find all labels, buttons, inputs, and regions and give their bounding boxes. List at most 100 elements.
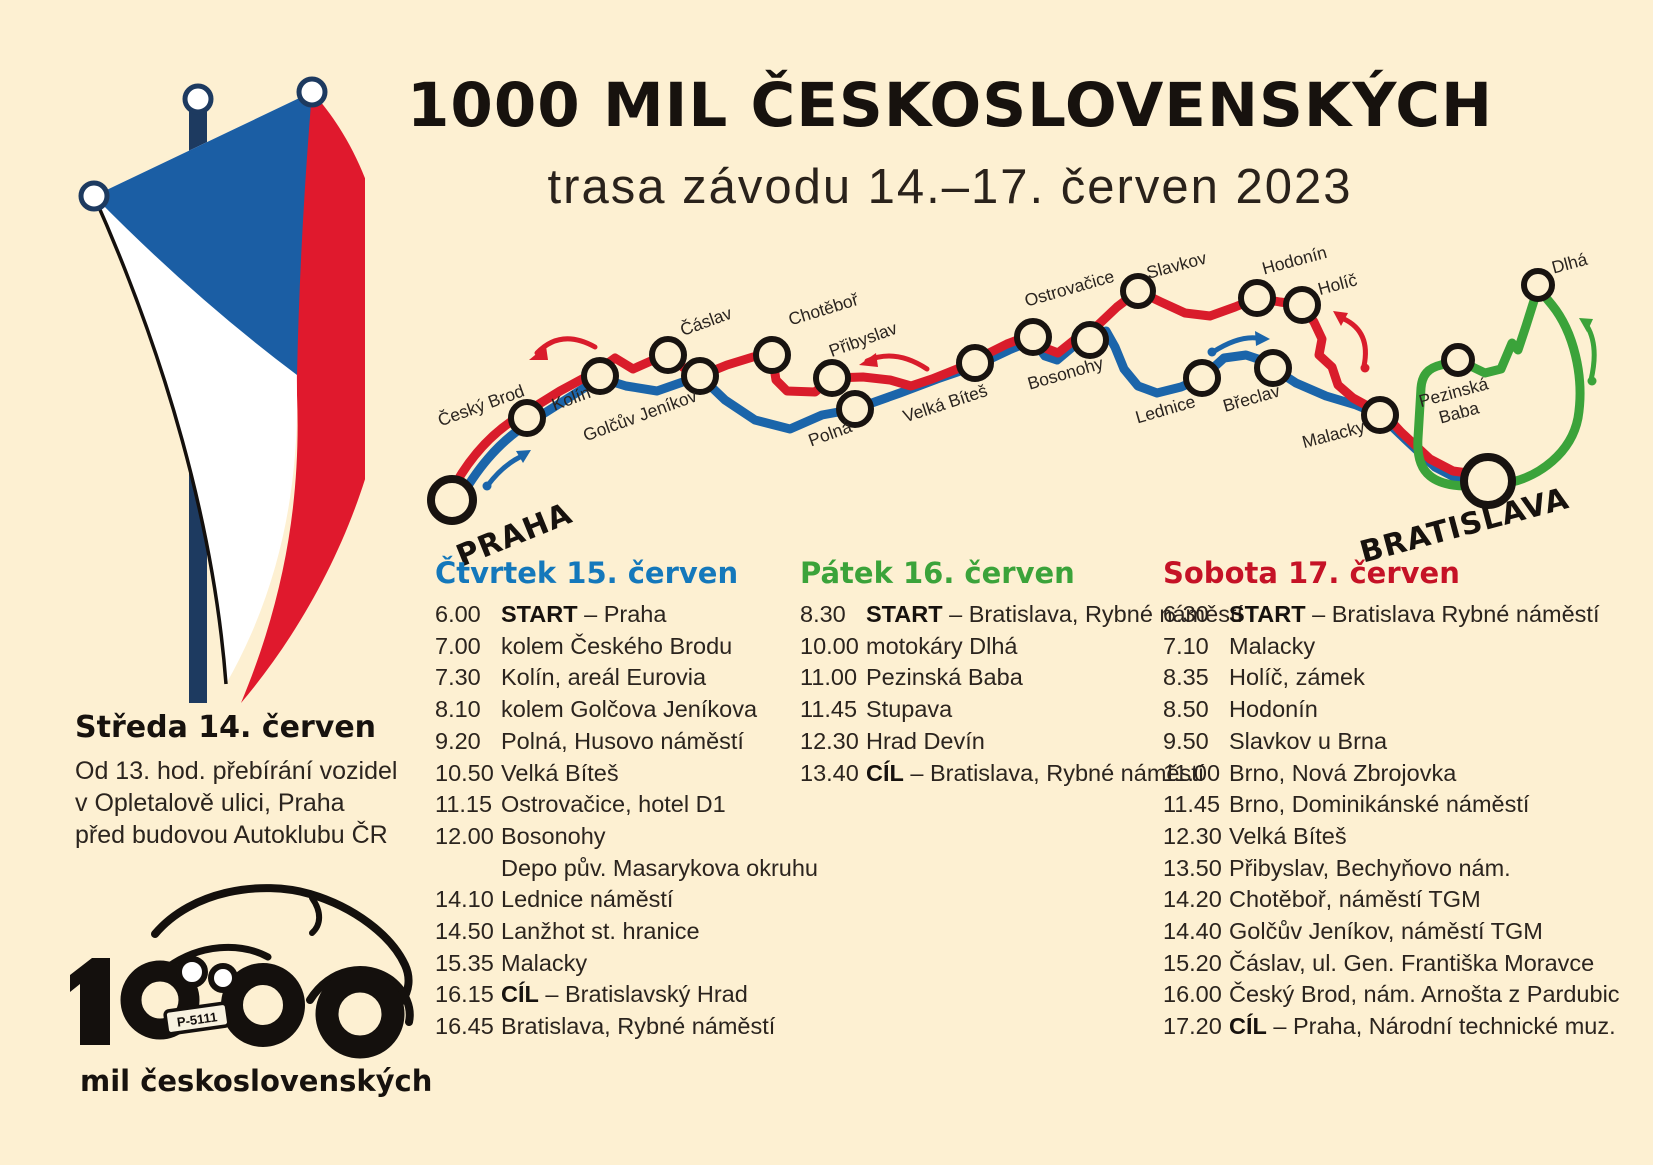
row-start-cil-label: START <box>866 601 943 627</box>
schedule-row: 15.20 Čáslav, ul. Gen. Františka Moravce <box>1163 948 1643 980</box>
row-description: Čáslav, ul. Gen. Františka Moravce <box>1229 949 1595 976</box>
city-node <box>1361 396 1399 434</box>
row-time <box>435 853 501 885</box>
flag-blue-triangle <box>94 92 312 375</box>
city-label: Lednice <box>1133 391 1197 427</box>
row-description: Přibyslav, Bechyňovo nám. <box>1229 854 1511 881</box>
logo-1000-mil-car: P-5111 <box>70 884 414 1059</box>
wednesday-line: před budovou Autoklubu ČR <box>75 821 388 849</box>
row-time: 14.20 <box>1163 886 1222 913</box>
row-time: 8.35 <box>1163 664 1209 691</box>
car-headlight-1 <box>176 956 208 988</box>
flag-red-band <box>241 92 365 703</box>
city-label: Dlhá <box>1549 249 1589 278</box>
city-node <box>956 344 994 382</box>
row-time: 11.00 <box>800 664 858 691</box>
city-node <box>1254 349 1292 387</box>
row-time: 12.00 <box>435 822 494 849</box>
day-heading: Čtvrtek 15. červen <box>435 556 739 590</box>
row-description: Brno, Nová Zbrojovka <box>1229 759 1457 786</box>
czech-flag-graphic <box>78 76 365 703</box>
schedule-row: 8.10 kolem Golčova Jeníkova <box>435 694 915 726</box>
row-time: 11.00 <box>1163 759 1221 786</box>
city-label: Holíč <box>1316 269 1360 299</box>
schedule-row: 8.50 Hodonín <box>1163 694 1643 726</box>
row-description: START – Praha <box>501 601 667 627</box>
row-description: Malacky <box>1229 632 1316 659</box>
row-description: Pezinská Baba <box>866 664 1023 691</box>
row-description: Golčův Jeníkov, náměstí TGM <box>1229 918 1543 945</box>
row-time: 14.10 <box>435 886 494 913</box>
row-description: CÍL – Praha, Národní technické muz. <box>1229 1013 1616 1040</box>
schedule-row: 11.00 Pezinská Baba <box>800 662 1280 694</box>
city-node <box>581 357 619 395</box>
row-time: 17.20 <box>1163 1013 1222 1040</box>
wednesday-line: Od 13. hod. přebírání vozidel <box>75 757 398 785</box>
city-label: Slavkov <box>1144 248 1209 283</box>
row-description: motokáry Dlhá <box>866 632 1018 659</box>
row-description: kolem Českého Brodu <box>501 632 733 659</box>
row-start-cil-label: START <box>501 601 578 627</box>
row-time: 12.30 <box>800 727 859 754</box>
schedule-row: 10.00 motokáry Dlhá <box>800 631 1280 663</box>
row-description: Depo pův. Masarykova okruhu <box>501 854 818 881</box>
car-rear-fender-line <box>306 965 414 1026</box>
row-time: 12.30 <box>1163 822 1222 849</box>
schedule-row: 14.20 Chotěboř, náměstí TGM <box>1163 884 1643 916</box>
row-description: Malacky <box>501 949 588 976</box>
row-time: 8.50 <box>1163 696 1209 723</box>
row-description: Ostrovačice, hotel D1 <box>501 791 726 818</box>
flag-white-edge-line <box>92 195 228 685</box>
city-label: Kolín <box>549 382 593 414</box>
wednesday-line: v Opletalově ulici, Praha <box>75 789 345 817</box>
row-description: kolem Golčova Jeníkova <box>501 696 758 723</box>
row-description: Polná, Husovo náměstí <box>501 727 744 754</box>
row-description: Bratislava, Rybné náměstí <box>501 1013 776 1040</box>
wednesday-heading: Středa 14. červen <box>75 710 377 745</box>
poster-title: 1000 MIL ČESKOSLOVENSKÝCH <box>406 70 1494 141</box>
city-node <box>1521 268 1555 302</box>
schedule-row: 11.00 Brno, Nová Zbrojovka <box>1163 758 1643 790</box>
city-node <box>681 357 719 395</box>
row-description: Stupava <box>866 696 953 723</box>
city-node <box>1238 279 1276 317</box>
row-time: 10.00 <box>800 632 859 659</box>
schedule-row: 12.30 Hrad Devín <box>800 726 1280 758</box>
car-roof-line <box>151 884 413 1005</box>
row-time: 13.50 <box>1163 854 1222 881</box>
row-description: Hrad Devín <box>866 727 985 754</box>
city-node <box>1120 273 1156 309</box>
schedule-day-column: Pátek 16. červen 8.30 START – Bratislava, … <box>800 556 1280 789</box>
schedule-row: 9.50 Slavkov u Brna <box>1163 726 1643 758</box>
row-time: 6.00 <box>435 601 481 627</box>
schedule-row: 6.30 START – Bratislava Rybné náměstí <box>1163 599 1643 631</box>
schedule-row: 14.10 Lednice náměstí <box>435 884 915 916</box>
city-node <box>1071 321 1109 359</box>
schedule-day-column: Čtvrtek 15. červen 6.00 START – Praha 7.00 k… <box>435 556 915 1043</box>
schedule-row: 8.30 START – Bratislava, Rybné náměstí <box>800 599 1280 631</box>
red-direction-arrow-west-pribyslav <box>859 353 930 372</box>
row-description: START – Bratislava, Rybné náměstí <box>866 601 1244 627</box>
license-plate-text: P-5111 <box>176 1009 218 1029</box>
city-node <box>753 336 791 374</box>
schedule-day-column: Sobota 17. červen 6.30 START – Bratislava … <box>1163 556 1643 1043</box>
schedule-row: 17.20 CÍL – Praha, Národní technické muz. <box>1163 1011 1643 1043</box>
row-time: 16.00 <box>1163 981 1222 1008</box>
row-time: 11.45 <box>800 696 858 723</box>
schedule-row: 16.15 CÍL – Bratislavský Hrad <box>435 979 915 1011</box>
car-windshield-line <box>309 895 323 936</box>
row-description: Lanžhot st. hranice <box>501 918 700 945</box>
row-description: Velká Bíteš <box>1229 822 1347 849</box>
flag-finial-middle <box>182 83 214 115</box>
row-time: 9.50 <box>1163 727 1209 754</box>
row-description: Hodonín <box>1229 696 1318 723</box>
row-time: 9.20 <box>435 727 481 754</box>
city-label: PezinskáBaba <box>1417 373 1496 431</box>
schedule-row: 7.00 kolem Českého Brodu <box>435 631 915 663</box>
row-time: 7.30 <box>435 664 481 691</box>
route-saturday-red <box>444 286 1493 501</box>
schedule-row: Depo pův. Masarykova okruhu <box>435 853 915 885</box>
city-node <box>1183 359 1221 397</box>
red-direction-arrow-west-kolin <box>529 336 598 360</box>
